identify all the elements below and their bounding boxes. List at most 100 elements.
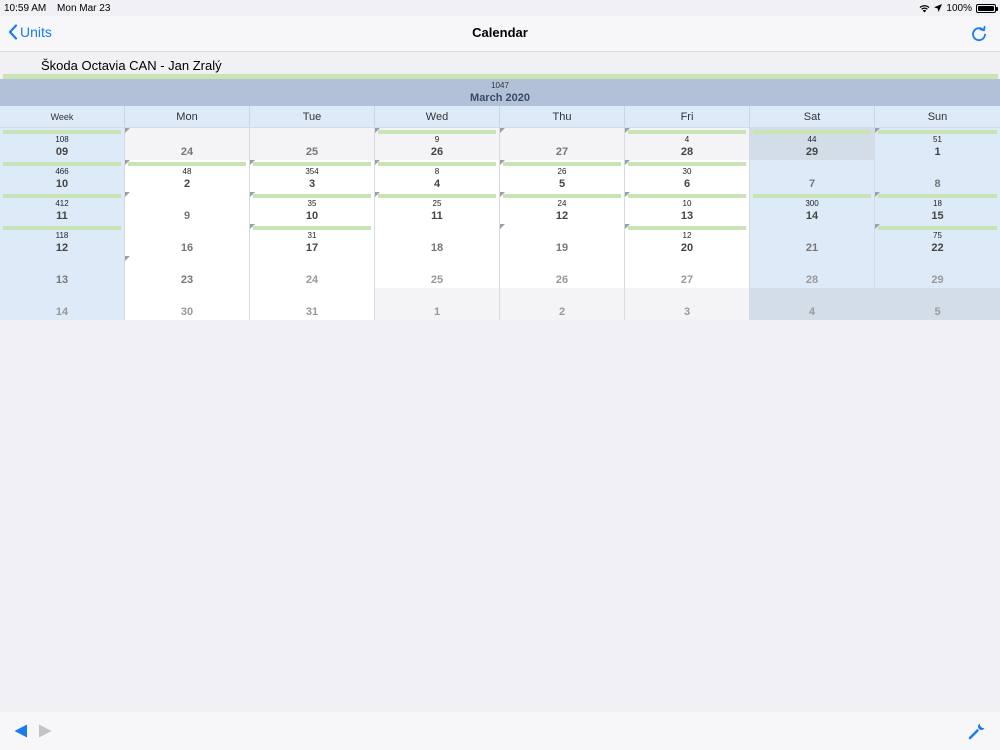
trip-count: 9 (434, 135, 440, 144)
day-cell[interactable]: 26 (500, 256, 625, 288)
day-cell[interactable]: 48 2 (125, 160, 250, 192)
week-number-cell[interactable]: 13 (0, 256, 125, 288)
back-button[interactable]: Units (8, 24, 52, 40)
week-number-cell[interactable]: 466 10 (0, 160, 125, 192)
day-cell[interactable]: 4 (750, 288, 875, 320)
refresh-icon[interactable] (970, 25, 988, 43)
day-cell[interactable]: 30 (125, 288, 250, 320)
trip-count: 75 (933, 231, 942, 240)
day-cell[interactable]: 18 15 (875, 192, 1000, 224)
activity-bar (628, 194, 746, 198)
triangle-right-icon[interactable] (38, 724, 52, 738)
trip-count: 48 (182, 167, 192, 176)
activity-bar (753, 194, 871, 198)
page-title: Calendar (472, 25, 528, 40)
day-cell[interactable]: 12 20 (625, 224, 750, 256)
day-cell[interactable]: 18 (375, 224, 500, 256)
note-marker-icon (625, 128, 630, 133)
day-cell[interactable]: 27 (500, 128, 625, 160)
activity-bar (3, 194, 121, 198)
day-cell[interactable]: 44 29 (750, 128, 875, 160)
day-cell[interactable]: 10 13 (625, 192, 750, 224)
unit-name: Škoda Octavia CAN - Jan Zralý (41, 58, 222, 73)
day-cell[interactable]: 21 (750, 224, 875, 256)
status-left: 10:59 AM Mon Mar 23 (4, 3, 118, 14)
day-cell[interactable]: 35 10 (250, 192, 375, 224)
day-cell[interactable]: 25 (375, 256, 500, 288)
day-cell[interactable]: 1 (375, 288, 500, 320)
day-number: 2 (183, 178, 191, 190)
day-cell[interactable]: 354 3 (250, 160, 375, 192)
day-cell[interactable]: 19 (500, 224, 625, 256)
day-cell[interactable]: 8 (875, 160, 1000, 192)
note-marker-icon (875, 192, 880, 197)
note-marker-icon (375, 160, 380, 165)
week-number-cell[interactable]: 118 12 (0, 224, 125, 256)
day-cell[interactable]: 2 (500, 288, 625, 320)
week-number-cell[interactable]: 412 11 (0, 192, 125, 224)
note-marker-icon (125, 160, 130, 165)
day-cell[interactable]: 4 28 (625, 128, 750, 160)
day-number: 9 (183, 210, 191, 222)
trip-count: 8 (434, 167, 440, 176)
week-number-cell[interactable]: 108 09 (0, 128, 125, 160)
day-number: 19 (555, 242, 569, 254)
day-cell[interactable]: 29 (875, 256, 1000, 288)
note-marker-icon (625, 160, 630, 165)
month-total-count: 1047 (491, 81, 509, 90)
navigation-bar: Units Calendar (0, 16, 1000, 52)
activity-bar (503, 194, 621, 198)
day-number: 17 (305, 242, 319, 254)
battery-percent: 100% (946, 2, 972, 14)
day-cell[interactable]: 25 (250, 128, 375, 160)
day-cell[interactable]: 24 (250, 256, 375, 288)
day-cell[interactable]: 9 (125, 192, 250, 224)
activity-bar (628, 226, 746, 230)
day-number: 26 (430, 146, 444, 158)
day-number: 8 (934, 178, 941, 190)
day-cell[interactable]: 26 5 (500, 160, 625, 192)
day-cell[interactable]: 28 (750, 256, 875, 288)
day-cell[interactable]: 25 11 (375, 192, 500, 224)
day-cell[interactable]: 7 (750, 160, 875, 192)
month-header[interactable]: 1047 March 2020 (0, 79, 1000, 106)
day-number: 18 (430, 242, 444, 254)
day-cell[interactable]: 16 (125, 224, 250, 256)
day-of-week-header-thu: Thu (500, 106, 625, 127)
day-number: 25 (305, 146, 319, 158)
battery-level (978, 5, 994, 11)
month-title: March 2020 (470, 92, 530, 104)
day-number: 28 (680, 146, 694, 158)
week-number-cell[interactable]: 14 (0, 288, 125, 320)
calendar-grid: Week Mon Tue Wed Thu Fri Sat Sun 108 09 24 25 9 26 27… (0, 106, 1000, 320)
trip-count: 24 (557, 199, 567, 208)
day-cell[interactable]: 31 (250, 288, 375, 320)
day-cell[interactable]: 24 12 (500, 192, 625, 224)
trip-count: 300 (805, 199, 819, 208)
day-of-week-header: Week Mon Tue Wed Thu Fri Sat Sun (0, 106, 1000, 127)
triangle-left-icon[interactable] (14, 724, 28, 738)
day-cell[interactable]: 30 6 (625, 160, 750, 192)
status-bar: 10:59 AM Mon Mar 23 100% (0, 0, 1000, 16)
day-cell[interactable]: 24 (125, 128, 250, 160)
day-cell[interactable]: 9 26 (375, 128, 500, 160)
day-cell[interactable]: 23 (125, 256, 250, 288)
day-cell[interactable]: 27 (625, 256, 750, 288)
day-cell[interactable]: 75 22 (875, 224, 1000, 256)
bottom-toolbar (0, 712, 1000, 750)
note-marker-icon (500, 160, 505, 165)
calendar-weeks: 108 09 24 25 9 26 27 4 28 44 29 51 1 466 10 48 2 354 3 8 4 26… (0, 127, 1000, 320)
day-number: 7 (808, 178, 816, 190)
activity-bar (628, 130, 746, 134)
day-cell[interactable]: 51 1 (875, 128, 1000, 160)
wrench-icon[interactable] (968, 722, 986, 740)
day-number: 29 (931, 274, 944, 286)
day-cell[interactable]: 31 17 (250, 224, 375, 256)
day-cell[interactable]: 300 14 (750, 192, 875, 224)
day-number: 13 (680, 210, 694, 222)
note-marker-icon (250, 224, 255, 229)
day-cell[interactable]: 5 (875, 288, 1000, 320)
day-cell[interactable]: 3 (625, 288, 750, 320)
week-row: 13 23 24 25 26 27 28 29 (0, 255, 1000, 288)
